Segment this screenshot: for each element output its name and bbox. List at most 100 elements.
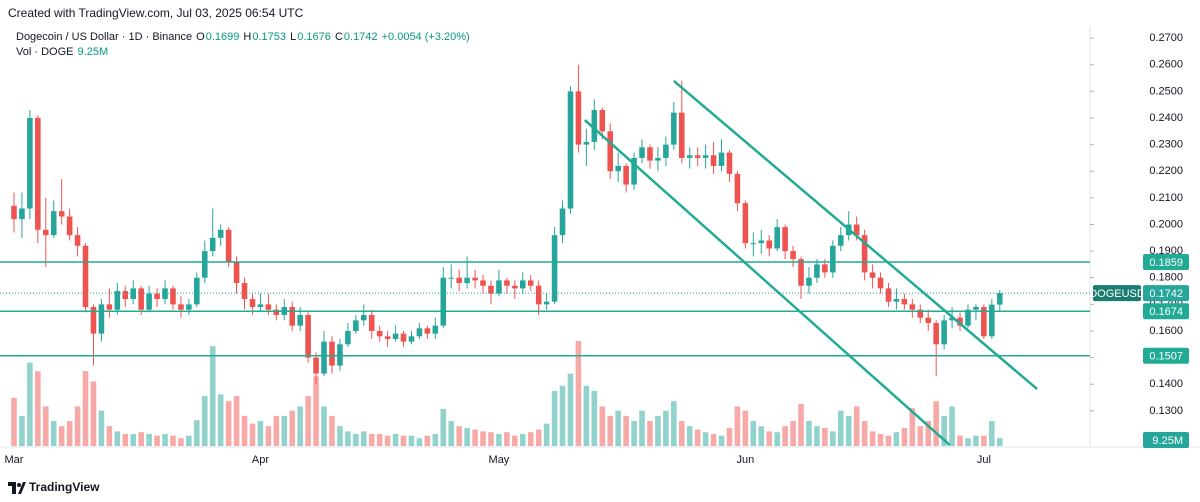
volume-bar (217, 394, 224, 446)
y-tick-label: 0.2200 (1149, 165, 1183, 177)
candle-body (782, 227, 788, 252)
ohlc-value: 0.1699 (205, 31, 240, 43)
candle-body (615, 165, 621, 172)
candle-body (321, 341, 327, 374)
candle-body (869, 272, 876, 278)
volume-bar (790, 421, 796, 446)
volume-bar (647, 421, 653, 446)
volume-bar (909, 408, 916, 446)
candle-body (559, 208, 566, 236)
candle-body (623, 165, 629, 185)
ohlc-label: O (196, 31, 205, 43)
change: +0.0054 (+3.20%) (381, 31, 470, 43)
candle-body (527, 280, 534, 286)
brand: TradingView (8, 480, 100, 494)
volume-bar (337, 426, 343, 446)
volume-bar (877, 433, 884, 446)
candle-body (98, 304, 105, 334)
volume-bar (19, 415, 25, 446)
candle-body (853, 224, 860, 236)
volume-bar (869, 431, 876, 446)
candle-body (281, 307, 288, 316)
candle-body (822, 264, 828, 273)
volume-bar (663, 410, 669, 446)
ohlc-label: L (290, 31, 297, 43)
volume-bar (774, 432, 780, 446)
volume-bar (225, 401, 232, 446)
volume-bar (782, 426, 788, 446)
volume-bar (392, 433, 399, 446)
candle-body (734, 173, 741, 204)
volume-bar (973, 435, 979, 446)
candle-body (289, 307, 296, 326)
candle-body (893, 299, 900, 302)
candle-body (917, 309, 924, 318)
volume-bar (178, 438, 184, 446)
volume-header: Vol · DOGE 9.25M (16, 46, 109, 58)
volume-bar (162, 433, 168, 446)
symbol-badge (1093, 285, 1141, 302)
candle-body (655, 157, 661, 161)
volume-bar (686, 426, 693, 446)
volume-bar (35, 371, 41, 446)
candle-body (424, 328, 431, 334)
candle-body (392, 333, 399, 339)
level-label: 0.1507 (1149, 351, 1183, 363)
volume-value: 9.25M (77, 46, 109, 58)
candle-body (368, 315, 375, 331)
volume-bar (154, 435, 160, 446)
volume-bar (694, 429, 701, 446)
y-tick-label: 0.2700 (1149, 32, 1183, 44)
candle-body (845, 224, 852, 236)
volume-bar (138, 432, 144, 446)
ohlc-label: C (334, 31, 343, 43)
candle-body (472, 277, 478, 281)
candle-body (35, 117, 41, 230)
candle-body (178, 304, 184, 310)
volume-bar (678, 421, 685, 446)
volume-bar (249, 423, 256, 446)
candle-body (50, 211, 57, 236)
candle-body (448, 277, 455, 279)
candle-body (694, 155, 701, 158)
ohlc-label: H (243, 31, 252, 43)
volume-bar (186, 435, 192, 446)
volume-bar (66, 421, 73, 446)
candle-body (933, 322, 939, 345)
volume-bar (639, 410, 645, 446)
volume-badge-label: 9.25M (1152, 435, 1183, 447)
candle-body (194, 277, 200, 305)
x-tick-label: Mar (4, 454, 23, 466)
candle-body (774, 227, 780, 249)
candle-body (877, 277, 884, 289)
volume-bar (472, 429, 478, 446)
volume-badge (1143, 432, 1189, 449)
candle-body (567, 91, 574, 209)
volume-bar (837, 410, 844, 446)
x-tick-label: May (489, 454, 510, 466)
volume-bar (710, 433, 717, 446)
volume-bar (209, 346, 216, 446)
brand-logo (8, 481, 26, 494)
candle-body (27, 117, 33, 209)
volume-bar (464, 427, 470, 446)
volume-bar (631, 421, 637, 446)
candle-body (90, 307, 97, 334)
volume-bar (432, 433, 439, 446)
candle-body (742, 203, 749, 244)
candle-body (512, 285, 518, 289)
volume-bar (488, 432, 494, 446)
candle-body (257, 304, 264, 308)
candle-body (965, 309, 971, 326)
volume-bar (360, 431, 367, 446)
candle-body (504, 280, 510, 286)
volume-bar (519, 433, 526, 446)
candle-body (837, 235, 844, 246)
candle-body (376, 330, 383, 337)
volume-bar (146, 433, 152, 446)
volume-bar (504, 432, 510, 446)
candle-body (162, 288, 168, 300)
candle-body (432, 325, 439, 334)
candle-body (408, 336, 415, 342)
candle-body (591, 110, 598, 142)
